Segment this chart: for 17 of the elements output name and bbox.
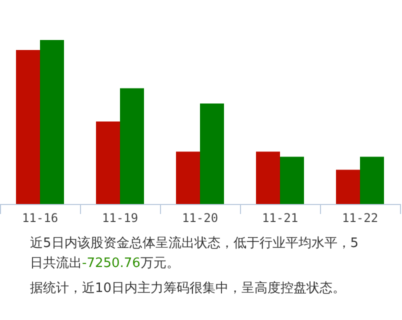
x-tick-label: 11-22 [342,211,378,225]
bar [256,152,280,204]
x-tick-label: 11-21 [262,211,298,225]
bar [40,40,64,204]
bar [360,156,384,204]
x-tick-label: 11-19 [102,211,138,225]
text: 近5日内该股资金总体呈流出状态，低于行业平均水平，5日共流出-7250.76万元。 [30,235,360,273]
x-tick-label: 11-16 [22,211,58,225]
bar [176,152,200,204]
bar [280,156,304,204]
text: 据统计，近10日内主力筹码很集中，呈高度控盘状态。 [30,280,347,298]
x-tick-label: 11-20 [182,211,218,225]
bar [200,103,224,204]
bar [16,50,40,204]
bar [96,122,120,204]
bar [120,88,144,204]
bar [336,170,360,204]
